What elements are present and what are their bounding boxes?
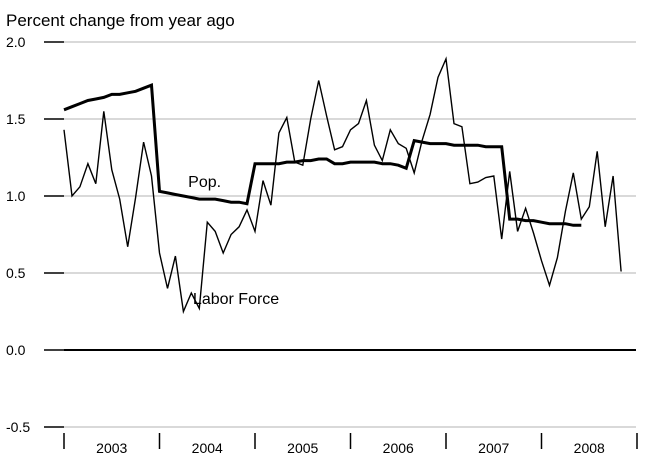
- series-lines: [63, 56, 622, 315]
- x-tick-label: 2008: [574, 440, 605, 456]
- y-tick-label: -0.5: [6, 419, 30, 435]
- y-tick-label: 1.5: [6, 111, 26, 127]
- x-axis: 2003 2004 2005 2006 2007 2008: [63, 433, 638, 456]
- pop-series-line: [63, 82, 582, 227]
- x-tick-label: 2005: [287, 440, 318, 456]
- labor-force-series-line: [63, 56, 622, 315]
- grid-lines: [64, 41, 636, 428]
- y-tick-label: 1.0: [6, 188, 26, 204]
- y-axis-ticks: -0.5 0.0 0.5 1.0 1.5 2.0: [6, 34, 64, 435]
- x-tick-label: 2003: [96, 440, 127, 456]
- pop-series-label: Pop.: [188, 174, 221, 191]
- labor-force-series-label: Labor Force: [193, 291, 279, 308]
- x-tick-label: 2007: [478, 440, 509, 456]
- x-tick-label: 2006: [383, 440, 414, 456]
- annotations: Pop. Labor Force: [188, 174, 279, 308]
- y-tick-label: 0.5: [6, 265, 26, 281]
- y-tick-label: 0.0: [6, 342, 26, 358]
- x-tick-label: 2004: [192, 440, 223, 456]
- y-tick-label: 2.0: [6, 34, 26, 50]
- y-axis-label: Percent change from year ago: [6, 11, 235, 30]
